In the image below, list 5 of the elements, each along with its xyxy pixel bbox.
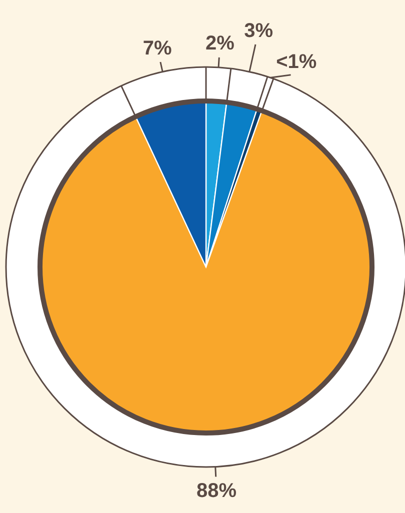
data-label: 2%: [206, 32, 235, 54]
data-label: 3%: [244, 20, 274, 42]
data-label: 88%: [196, 480, 237, 502]
data-label: 7%: [142, 37, 172, 60]
data-label: <1%: [276, 51, 317, 74]
